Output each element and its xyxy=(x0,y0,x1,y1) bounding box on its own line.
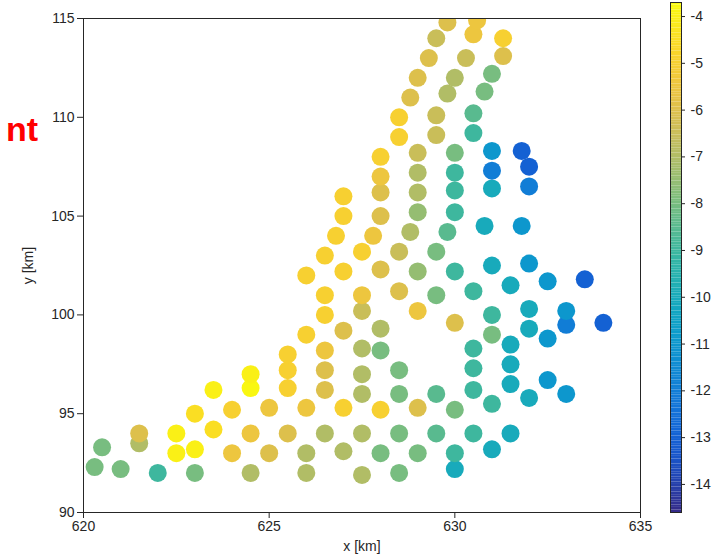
svg-text:-13: -13 xyxy=(691,429,711,445)
svg-text:-6: -6 xyxy=(691,102,704,118)
svg-text:620: 620 xyxy=(72,518,96,534)
svg-text:-8: -8 xyxy=(691,195,704,211)
svg-text:x [km]: x [km] xyxy=(343,538,380,554)
svg-text:y [km]: y [km] xyxy=(20,247,36,284)
svg-text:-10: -10 xyxy=(691,289,711,305)
svg-text:-12: -12 xyxy=(691,382,711,398)
svg-text:635: 635 xyxy=(629,518,653,534)
html-text:nt: nt xyxy=(6,110,39,148)
svg-text:90: 90 xyxy=(58,504,75,520)
svg-text:-14: -14 xyxy=(691,476,711,492)
svg-text:110: 110 xyxy=(52,109,75,125)
svg-text:105: 105 xyxy=(51,208,75,224)
svg-text:-7: -7 xyxy=(691,148,704,164)
svg-text:-11: -11 xyxy=(691,336,710,352)
svg-text:630: 630 xyxy=(443,518,467,534)
svg-text:115: 115 xyxy=(52,10,75,26)
svg-text:-9: -9 xyxy=(691,242,704,258)
svg-text:625: 625 xyxy=(257,518,281,534)
svg-text:-5: -5 xyxy=(691,55,704,71)
svg-text:100: 100 xyxy=(51,306,75,322)
svg-text:-4: -4 xyxy=(691,8,704,24)
svg-text:95: 95 xyxy=(59,405,75,421)
